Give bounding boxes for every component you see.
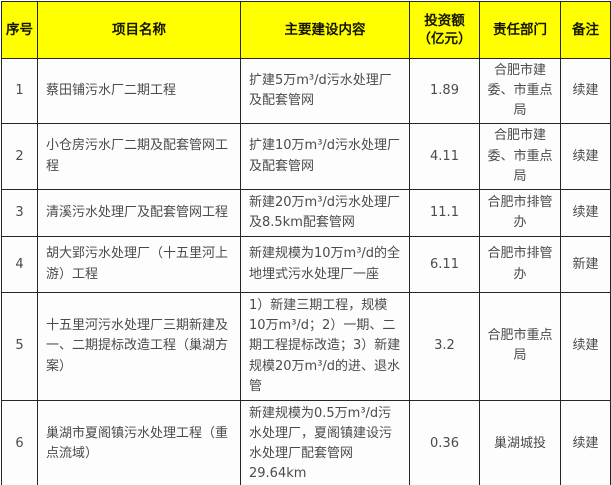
cell-serial: 4 [1, 236, 38, 294]
cell-project-name: 蔡田铺污水厂二期工程 [37, 57, 241, 125]
column-header-construction-content: 主要建设内容 [240, 1, 410, 59]
cell-investment: 0.36 [409, 399, 480, 485]
cell-construction-content: 扩建5万m³/d污水处理厂及配套管网 [240, 57, 410, 125]
cell-department: 合肥市重点局 [479, 292, 561, 401]
cell-construction-content: 1）新建三期工程，规模10万m³/d；2）一期、二期工程提标改造；3）新建规模2… [240, 292, 410, 401]
table-row: 3 清溪污水处理厂及配套管网工程 新建20万m³/d污水处理厂及8.5km配套管… [1, 188, 611, 238]
column-header-department: 责任部门 [479, 1, 561, 59]
cell-construction-content: 扩建10万m³/d污水处理厂及配套管网 [240, 123, 410, 190]
cell-investment: 1.89 [409, 57, 480, 125]
cell-investment: 11.1 [409, 188, 480, 238]
cell-investment: 4.11 [409, 123, 480, 190]
table-row: 2 小仓房污水厂二期及配套管网工程 扩建10万m³/d污水处理厂及配套管网 4.… [1, 123, 611, 190]
cell-project-name: 小仓房污水厂二期及配套管网工程 [37, 123, 241, 190]
cell-remark: 续建 [560, 188, 611, 238]
cell-project-name: 巢湖市夏阁镇污水处理工程（重点流域） [37, 399, 241, 485]
cell-investment: 3.2 [409, 292, 480, 401]
cell-construction-content: 新建20万m³/d污水处理厂及8.5km配套管网 [240, 188, 410, 238]
cell-remark: 续建 [560, 292, 611, 401]
cell-department: 合肥市排管办 [479, 188, 561, 238]
cell-remark: 续建 [560, 57, 611, 125]
cell-serial: 2 [1, 123, 38, 190]
cell-remark: 新建 [560, 236, 611, 294]
cell-construction-content: 新建规模为10万m³/d的全地埋式污水处理厂一座 [240, 236, 410, 294]
cell-serial: 1 [1, 57, 38, 125]
cell-remark: 续建 [560, 399, 611, 485]
cell-project-name: 十五里河污水处理厂三期新建及一、二期提标改造工程（巢湖方案） [37, 292, 241, 401]
cell-department: 合肥市建委、市重点局 [479, 123, 561, 190]
table-header-row: 序号 项目名称 主要建设内容 投资额 （亿元） 责任部门 备注 [1, 1, 611, 59]
table-row: 6 巢湖市夏阁镇污水处理工程（重点流域） 新建规模为0.5万m³/d污水处理厂，… [1, 399, 611, 485]
column-header-remark: 备注 [560, 1, 611, 59]
column-header-serial: 序号 [1, 1, 38, 59]
cell-serial: 3 [1, 188, 38, 238]
table-row: 1 蔡田铺污水厂二期工程 扩建5万m³/d污水处理厂及配套管网 1.89 合肥市… [1, 57, 611, 125]
cell-project-name: 清溪污水处理厂及配套管网工程 [37, 188, 241, 238]
column-header-project-name: 项目名称 [37, 1, 241, 59]
cell-project-name: 胡大郢污水处理厂（十五里河上游）工程 [37, 236, 241, 294]
cell-department: 巢湖城投 [479, 399, 561, 485]
table-row: 5 十五里河污水处理厂三期新建及一、二期提标改造工程（巢湖方案） 1）新建三期工… [1, 292, 611, 401]
table-row: 4 胡大郢污水处理厂（十五里河上游）工程 新建规模为10万m³/d的全地埋式污水… [1, 236, 611, 294]
cell-serial: 6 [1, 399, 38, 485]
cell-department: 合肥市排管办 [479, 236, 561, 294]
cell-department: 合肥市建委、市重点局 [479, 57, 561, 125]
column-header-investment: 投资额 （亿元） [409, 1, 480, 59]
cell-serial: 5 [1, 292, 38, 401]
cell-remark: 续建 [560, 123, 611, 190]
cell-construction-content: 新建规模为0.5万m³/d污水处理厂，夏阁镇建设污水处理厂配套管网29.64km [240, 399, 410, 485]
cell-investment: 6.11 [409, 236, 480, 294]
